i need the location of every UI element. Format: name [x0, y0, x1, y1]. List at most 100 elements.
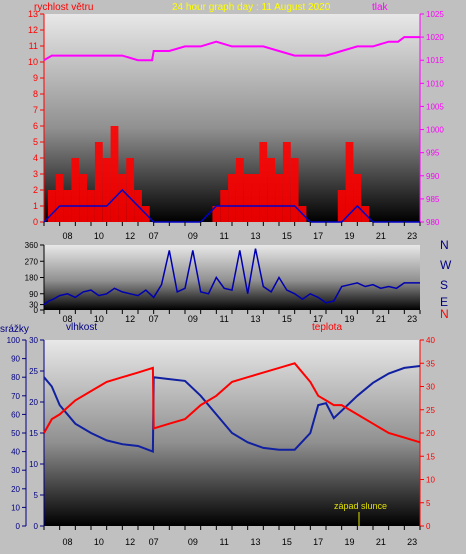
temperature-y-tick-label: 35 [426, 359, 435, 368]
wind-and-pressure-x-tick-label: 13 [250, 231, 260, 241]
wind-and-pressure-x-tick-label: 12 [125, 231, 135, 241]
pressure-y-tick-label: 1025 [426, 10, 444, 19]
pressure-label: tlak [372, 2, 389, 13]
wind-y-tick-label: 11 [29, 41, 38, 51]
wind-direction-x-tick-label: 11 [219, 314, 228, 324]
wind-and-pressure-x-tick-label: 11 [219, 231, 228, 241]
temperature-label: teplota [312, 322, 342, 333]
wind-speed-bar [47, 190, 56, 222]
humidity-label: vlhkost [66, 322, 97, 333]
wind-y-tick-label: 4 [33, 153, 38, 163]
temperature-y-tick-label: 0 [426, 522, 431, 531]
humidity-temperature-x-tick-label: 07 [149, 537, 159, 547]
wind-speed-bar [110, 126, 119, 222]
humidity-y-tick-label: 25 [29, 367, 38, 376]
wind-average-line [43, 188, 420, 223]
wind-speed-bar [353, 174, 362, 222]
wind-direction-x-tick-label: 10 [94, 314, 104, 324]
wind-and-pressure-x-tick-label: 21 [376, 231, 386, 241]
wind-speed-bar [102, 158, 111, 222]
wind-speed-bar [126, 158, 135, 222]
temperature-y-tick-label: 20 [426, 429, 435, 438]
direction-y-tick-label: 360 [25, 241, 39, 250]
wind-speed-bar [79, 174, 88, 222]
wind-y-tick-label: 12 [28, 25, 38, 35]
wind-speed-bar [55, 174, 64, 222]
humidity-temperature-x-tick-label: 23 [407, 537, 417, 547]
temperature-y-tick-label: 15 [426, 452, 435, 461]
humidity-temperature-x-tick-label: 11 [219, 537, 228, 547]
precip-y-tick-label: 90 [11, 355, 20, 364]
precip-y-tick-label: 80 [11, 373, 20, 382]
humidity-temperature-x-tick-label: 10 [94, 537, 104, 547]
wind-direction-x-tick-label: 21 [376, 314, 386, 324]
pressure-y-tick-label: 980 [426, 218, 440, 227]
humidity-temperature-x-tick-label: 21 [376, 537, 386, 547]
wind-y-tick-label: 5 [33, 137, 38, 147]
temperature-y-tick-label: 40 [426, 336, 435, 345]
sunset-label: západ slunce [334, 501, 387, 511]
precip-y-tick-label: 0 [16, 522, 21, 531]
wind-direction-line [43, 248, 420, 306]
precip-y-tick-label: 60 [11, 410, 20, 419]
precip-label: srážky [0, 324, 29, 335]
compass-label-n-top: N [440, 238, 449, 252]
wind-speed-bar [345, 142, 354, 222]
humidity-y-tick-label: 20 [29, 398, 38, 407]
direction-y-tick-label: 90 [29, 290, 38, 299]
pressure-y-tick-label: 1015 [426, 56, 444, 65]
wind-speed-bar [212, 206, 221, 222]
wind-direction-x-tick-label: 12 [125, 314, 135, 324]
direction-y-tick-label: 180 [25, 274, 39, 283]
pressure-y-tick-label: 1000 [426, 126, 444, 135]
wind-and-pressure-x-tick-label: 19 [344, 231, 354, 241]
wind-y-tick-label: 10 [28, 57, 38, 67]
wind-speed-bar [267, 158, 276, 222]
humidity-temperature-x-tick-label: 09 [188, 537, 198, 547]
wind-speed-bar [251, 174, 260, 222]
precip-y-tick-label: 30 [11, 466, 20, 475]
wind-direction-x-tick-label: 19 [344, 314, 354, 324]
humidity-y-tick-label: 30 [29, 336, 38, 345]
wind-and-pressure-x-tick-label: 07 [149, 231, 159, 241]
pressure-y-tick-label: 1005 [426, 102, 444, 111]
humidity-temperature-x-tick-label: 12 [125, 537, 135, 547]
compass-label-w: W [440, 258, 452, 272]
pressure-y-tick-label: 990 [426, 172, 440, 181]
temperature-y-tick-label: 30 [426, 383, 435, 392]
precip-y-tick-label: 20 [11, 485, 20, 494]
wind-and-pressure-x-tick-label: 17 [313, 231, 323, 241]
precip-y-tick-label: 70 [11, 392, 20, 401]
wind-direction-x-tick-label: 23 [407, 314, 417, 324]
pressure-line [43, 36, 420, 62]
pressure-y-tick-label: 1020 [426, 33, 444, 42]
wind-direction-x-tick-label: 09 [188, 314, 198, 324]
direction-plot-area [44, 245, 420, 310]
direction-y-tick-label: 30 [29, 301, 38, 310]
pressure-y-tick-label: 1010 [426, 79, 444, 88]
precip-y-tick-label: 50 [11, 429, 20, 438]
wind-direction-x-tick-label: 15 [282, 314, 292, 324]
humidity-temperature-x-tick-label: 17 [313, 537, 323, 547]
direction-y-tick-label: 0 [34, 306, 39, 315]
wind-speed-bar [259, 142, 268, 222]
wind-y-tick-label: 0 [33, 217, 38, 227]
wind-and-pressure-x-tick-label: 15 [282, 231, 292, 241]
compass-label-s: S [440, 278, 448, 292]
wind-speed-bar [275, 174, 283, 222]
wind-direction-x-tick-label: 17 [313, 314, 323, 324]
wind-and-pressure-x-tick-label: 23 [407, 231, 417, 241]
compass-label-n-bottom: N [440, 307, 449, 321]
wind-y-tick-label: 1 [33, 201, 38, 211]
temperature-y-tick-label: 5 [426, 499, 431, 508]
pressure-y-tick-label: 985 [426, 195, 440, 204]
wind-and-pressure-x-tick-label: 10 [94, 231, 104, 241]
wind-direction-x-tick-label: 13 [250, 314, 260, 324]
compass-label-e: E [440, 295, 448, 309]
wind-speed-bar [290, 158, 299, 222]
precip-y-tick-label: 10 [11, 503, 20, 512]
wind-speed-bar [282, 142, 291, 222]
humidity-temperature-x-tick-label: 08 [62, 537, 72, 547]
temperature-y-tick-label: 10 [426, 476, 435, 485]
wind-y-tick-label: 2 [33, 185, 38, 195]
